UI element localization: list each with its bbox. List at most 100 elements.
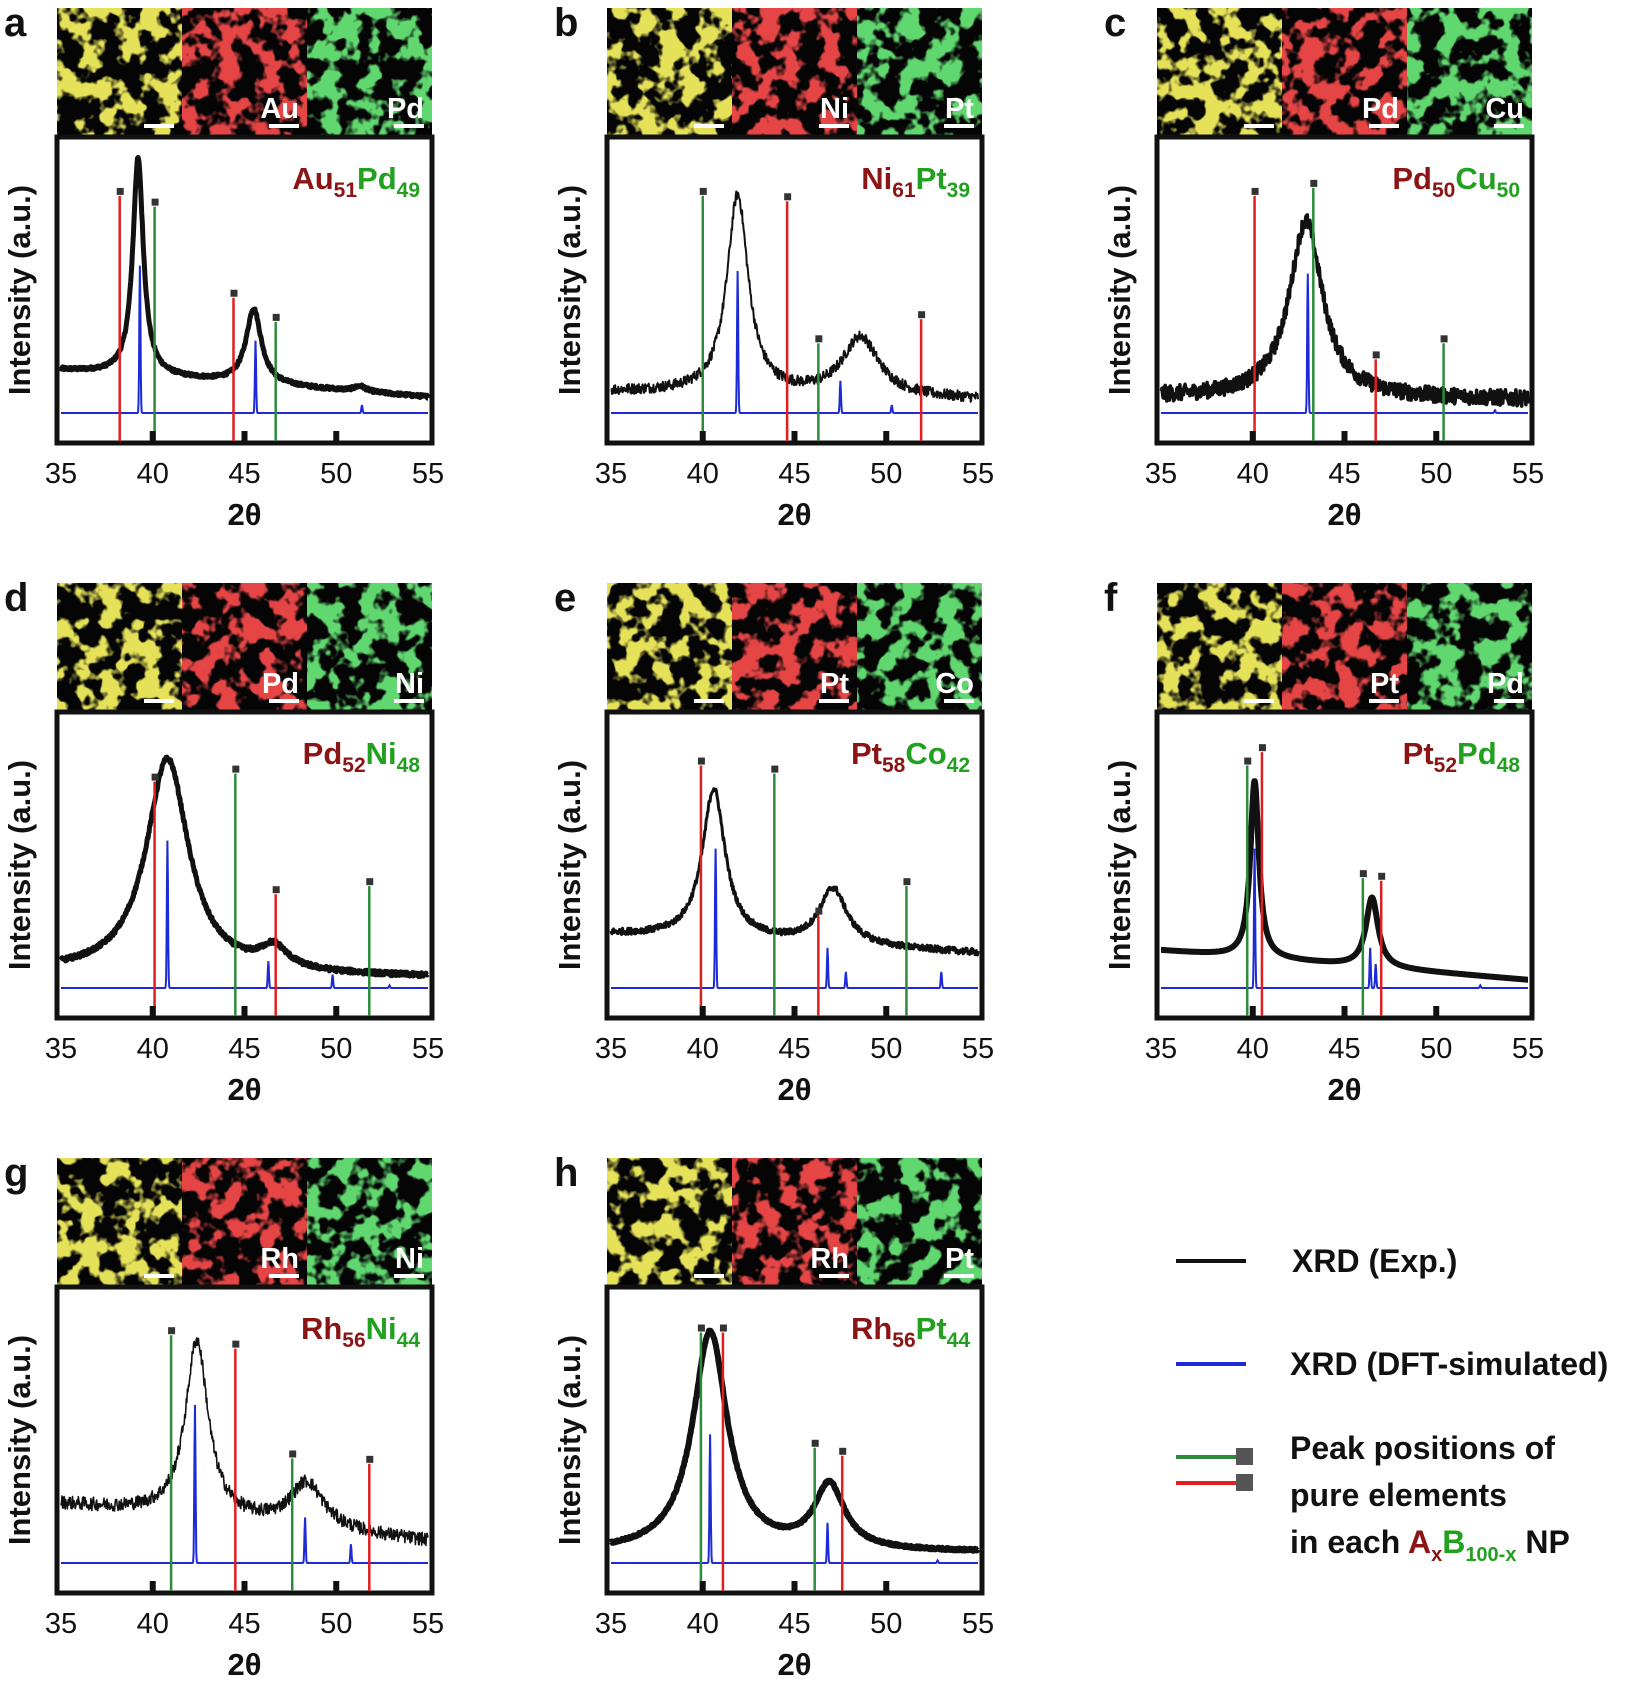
dft-curve — [61, 1404, 428, 1564]
x-tick-label: 50 — [870, 458, 902, 490]
composition-b: Cu — [1455, 161, 1496, 196]
composition-title: Ni61Pt39 — [861, 161, 970, 202]
legend-peak-line1: Peak positions of — [1290, 1430, 1555, 1466]
x-tick-label: 35 — [45, 1033, 77, 1065]
peak-a-marker — [232, 1340, 240, 1348]
panel-letter: a — [4, 1, 27, 45]
legend-dft-label: XRD (DFT-simulated) — [1290, 1346, 1608, 1382]
exp-curve — [1159, 213, 1530, 408]
scale-bar — [269, 124, 299, 128]
x-tick-label: 45 — [228, 1608, 260, 1640]
map-label-a: Pd — [262, 668, 299, 700]
composition-b-sub: 44 — [397, 1329, 421, 1352]
map-label-a: Ni — [820, 93, 849, 125]
x-tick — [149, 1006, 156, 1016]
legend-peak-A-sub: x — [1431, 1544, 1442, 1566]
x-tick-label: 45 — [778, 458, 810, 490]
element-map-b — [307, 583, 432, 711]
plot-frame — [604, 709, 985, 1021]
composition-a-sub: 56 — [342, 1329, 365, 1352]
x-tick — [699, 1581, 706, 1591]
x-tick — [333, 1006, 340, 1016]
composition-b: Pt — [916, 1311, 947, 1346]
map-label-a: Pt — [820, 668, 849, 700]
element-map-b — [857, 583, 982, 711]
exp-curve — [610, 190, 979, 403]
peak-a-marker — [230, 289, 238, 297]
x-tick-label: 50 — [1420, 458, 1452, 490]
dft-curve — [1161, 273, 1528, 414]
panel-letter: g — [4, 1151, 28, 1195]
peak-b-marker — [771, 765, 779, 773]
exp-curve — [1158, 778, 1531, 983]
dft-curve — [61, 265, 428, 414]
legend-peak-B: B — [1442, 1524, 1465, 1560]
composition-a: Pt — [851, 736, 882, 771]
y-axis-label: Intensity (a.u.) — [1102, 760, 1137, 970]
scale-bar — [944, 699, 974, 703]
peak-a-marker — [1251, 187, 1259, 195]
x-tick-label: 40 — [137, 458, 169, 490]
exp-curve — [60, 1337, 429, 1547]
x-tick-label: 35 — [595, 1033, 627, 1065]
composition-a: Pt — [1403, 736, 1434, 771]
x-tick — [791, 1006, 798, 1016]
panel-letter: d — [4, 576, 28, 620]
legend-peak-suffix: NP — [1516, 1524, 1569, 1560]
element-map-overlay — [607, 1158, 732, 1286]
x-tick-label: 50 — [320, 458, 352, 490]
scale-bar — [394, 124, 424, 128]
element-map-a — [182, 583, 307, 711]
peak-b-marker — [815, 335, 823, 343]
x-tick-label: 40 — [137, 1033, 169, 1065]
map-label-b: Pt — [945, 93, 974, 125]
x-tick-label: 35 — [45, 458, 77, 490]
x-tick — [149, 1581, 156, 1591]
element-map-overlay — [1157, 583, 1282, 711]
x-tick-label: 40 — [1237, 458, 1269, 490]
scale-bar — [269, 699, 299, 703]
x-tick-label: 40 — [137, 1608, 169, 1640]
x-tick — [791, 431, 798, 441]
map-label-b: Ni — [395, 668, 424, 700]
composition-b-sub: 39 — [947, 179, 970, 202]
scale-bar — [1244, 699, 1274, 703]
x-tick-label: 50 — [870, 1033, 902, 1065]
composition-a: Rh — [851, 1311, 892, 1346]
x-tick-label: 55 — [412, 1608, 444, 1640]
scale-bar — [694, 124, 724, 128]
exp-curve — [609, 787, 980, 957]
scale-bar — [944, 1274, 974, 1278]
scale-bar — [694, 1274, 724, 1278]
scale-bar — [819, 124, 849, 128]
composition-title: Pd50Cu50 — [1392, 161, 1520, 202]
x-tick-label: 55 — [1512, 1033, 1544, 1065]
map-label-a: Rh — [260, 1243, 299, 1275]
composition-b: Co — [905, 736, 946, 771]
element-map-b — [1407, 8, 1532, 136]
scale-bar — [694, 699, 724, 703]
element-map-a — [1282, 583, 1407, 711]
composition-b-sub: 50 — [1497, 179, 1520, 202]
dft-curve — [611, 848, 978, 989]
x-tick-label: 35 — [1145, 458, 1177, 490]
dft-curve — [1161, 848, 1528, 989]
x-tick-label: 55 — [962, 1033, 994, 1065]
x-tick — [791, 1581, 798, 1591]
element-map-b — [857, 8, 982, 136]
x-tick-label: 40 — [687, 458, 719, 490]
peak-b-marker — [366, 878, 374, 886]
x-axis-label: 2θ — [228, 1647, 262, 1682]
x-tick — [1433, 1006, 1440, 1016]
peak-b-marker — [272, 313, 280, 321]
legend-peak-line2: pure elements — [1290, 1477, 1507, 1513]
x-axis-label: 2θ — [778, 497, 812, 532]
element-map-overlay — [57, 583, 182, 711]
y-axis-label: Intensity (a.u.) — [552, 760, 587, 970]
x-tick-label: 35 — [595, 458, 627, 490]
panel-letter: h — [554, 1151, 578, 1195]
x-tick-label: 40 — [687, 1033, 719, 1065]
